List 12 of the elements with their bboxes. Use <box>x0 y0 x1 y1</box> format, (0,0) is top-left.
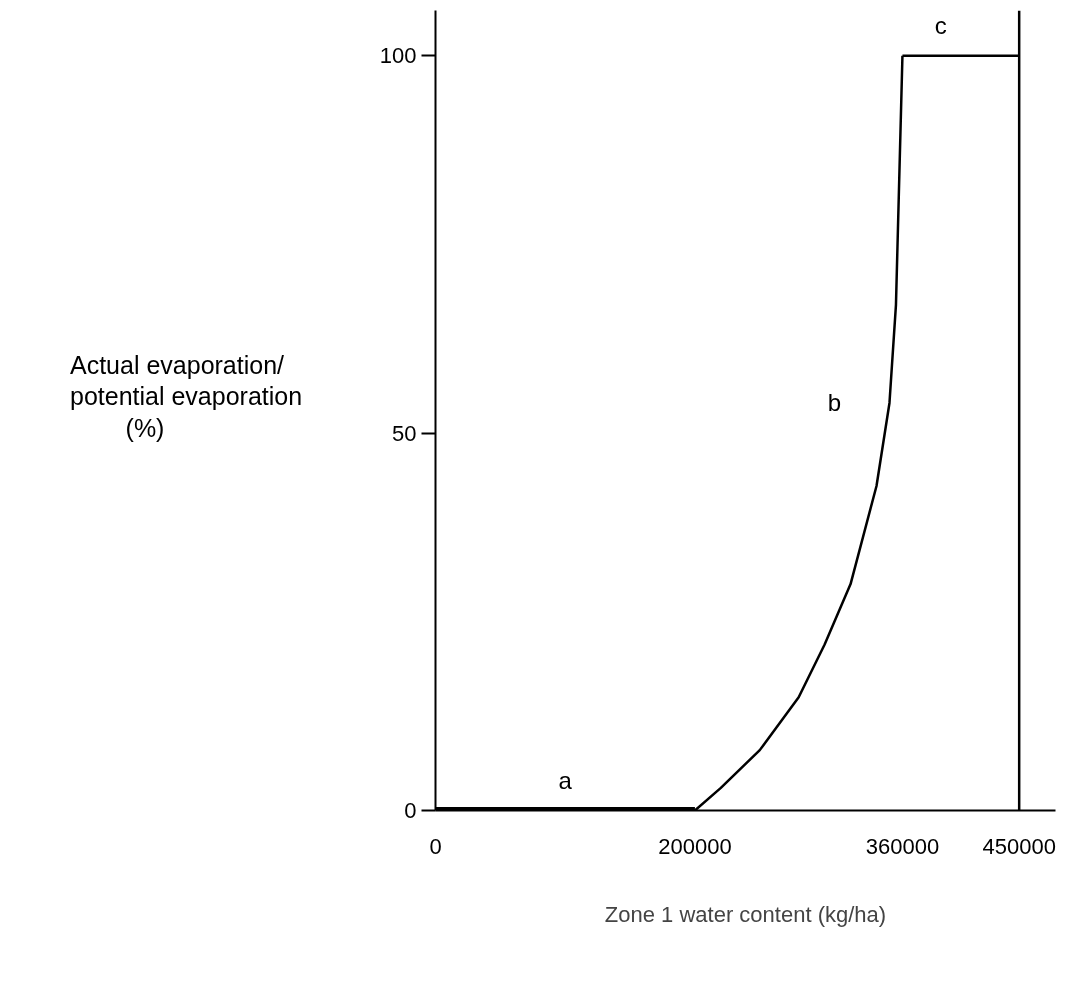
x-tick-label: 0 <box>429 833 442 859</box>
annotation: c <box>934 12 947 40</box>
x-tick-label: 360000 <box>865 833 940 859</box>
y-tick-label: 0 <box>404 798 417 823</box>
x-tick-label: 450000 <box>982 833 1056 859</box>
x-axis-title: Zone 1 water content (kg/ha) <box>604 901 887 927</box>
y-tick-label: 50 <box>392 420 417 446</box>
y-axis-title: Actual evaporation/ potential evaporation (%) <box>70 350 303 444</box>
x-tick-label: 200000 <box>658 833 732 859</box>
y-tick-label: 100 <box>379 43 417 69</box>
annotation: a <box>558 767 573 794</box>
annotation: b <box>827 389 842 417</box>
